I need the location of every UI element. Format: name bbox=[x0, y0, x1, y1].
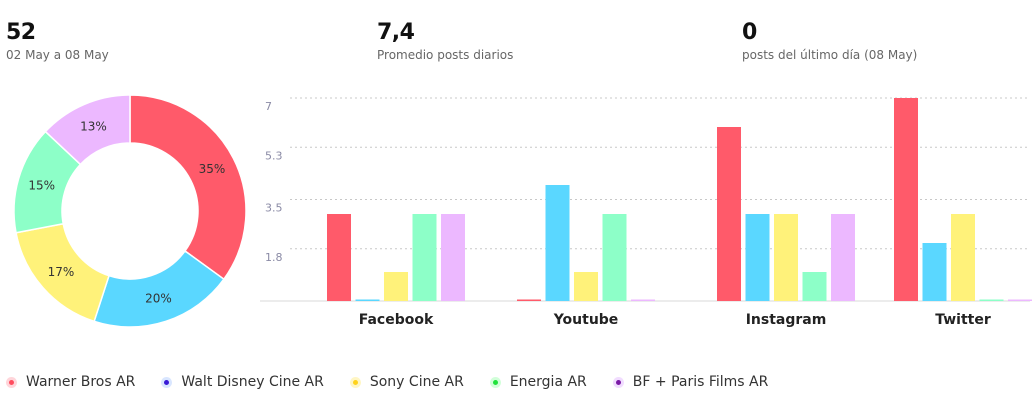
legend-dot-icon bbox=[489, 376, 501, 388]
legend-dot-icon bbox=[349, 376, 361, 388]
legend-label: Sony Cine AR bbox=[369, 374, 464, 390]
last-day-label: posts del último día (08 May) bbox=[742, 48, 918, 62]
stat-total-posts: 52 02 May a 08 May bbox=[6, 18, 109, 62]
legend-dot-icon bbox=[612, 376, 624, 388]
bar-instagram-walt-disney-cine-ar[interactable] bbox=[745, 214, 770, 301]
stat-last-day: 0 posts del último día (08 May) bbox=[742, 18, 917, 62]
bar-twitter-warner-bros-ar[interactable] bbox=[894, 98, 918, 301]
legend-label: Warner Bros AR bbox=[26, 374, 136, 390]
legend-label: Energia AR bbox=[509, 374, 587, 390]
bar-instagram-bf-paris-films-ar[interactable] bbox=[831, 214, 855, 301]
bar-youtube-warner-bros-ar[interactable] bbox=[517, 299, 541, 302]
legend-item-warner-bros-ar[interactable]: Warner Bros AR bbox=[6, 374, 135, 390]
bar-youtube-bf-paris-films-ar[interactable] bbox=[631, 299, 655, 302]
bar-youtube-walt-disney-cine-ar[interactable] bbox=[545, 185, 570, 301]
bar-facebook-sony-cine-ar[interactable] bbox=[384, 272, 408, 301]
stat-daily-average: 7,4 Promedio posts diarios bbox=[377, 18, 513, 62]
x-category-label: Twitter bbox=[935, 312, 991, 328]
legend-item-sony-cine-ar[interactable]: Sony Cine AR bbox=[349, 374, 464, 390]
donut-slice-label: 17% bbox=[48, 265, 75, 279]
bar-twitter-energia-ar[interactable] bbox=[979, 299, 1004, 302]
bar-facebook-bf-paris-films-ar[interactable] bbox=[441, 214, 465, 301]
bar-twitter-sony-cine-ar[interactable] bbox=[951, 214, 975, 301]
donut-slice-label: 13% bbox=[80, 120, 107, 134]
donut-slice-warner-bros-ar[interactable] bbox=[129, 94, 247, 281]
x-category-label: Facebook bbox=[359, 312, 434, 328]
bar-instagram-energia-ar[interactable] bbox=[802, 272, 827, 301]
y-tick-label: 3.5 bbox=[265, 202, 283, 215]
daily-average-label: Promedio posts diarios bbox=[377, 48, 514, 62]
legend-item-bf-paris-films-ar[interactable]: BF + Paris Films AR bbox=[612, 374, 769, 390]
x-category-label: Instagram bbox=[746, 312, 827, 328]
bar-facebook-energia-ar[interactable] bbox=[412, 214, 437, 301]
y-tick-label: 1.8 bbox=[265, 251, 283, 264]
bar-facebook-warner-bros-ar[interactable] bbox=[327, 214, 351, 301]
total-posts-value: 52 bbox=[6, 20, 36, 45]
legend-dot-icon bbox=[6, 376, 17, 388]
donut-slice-label: 20% bbox=[145, 291, 172, 305]
date-range-label: 02 May a 08 May bbox=[6, 48, 109, 62]
legend-label: Walt Disney Cine AR bbox=[181, 374, 324, 390]
bar-twitter-walt-disney-cine-ar[interactable] bbox=[922, 243, 947, 301]
donut-slice-label: 15% bbox=[28, 178, 55, 192]
legend-label: BF + Paris Films AR bbox=[632, 374, 769, 390]
donut-slice-bf-paris-films-ar[interactable] bbox=[44, 94, 131, 166]
bar-twitter-bf-paris-films-ar[interactable] bbox=[1008, 299, 1032, 302]
bar-instagram-warner-bros-ar[interactable] bbox=[717, 127, 741, 301]
bar-youtube-sony-cine-ar[interactable] bbox=[574, 272, 598, 301]
bar-instagram-sony-cine-ar[interactable] bbox=[774, 214, 798, 301]
bar-youtube-energia-ar[interactable] bbox=[602, 214, 627, 301]
x-category-label: Youtube bbox=[553, 312, 619, 328]
donut-chart: 35% 20% 17% 15% 13% bbox=[13, 94, 247, 328]
legend-item-walt-disney-cine-ar[interactable]: Walt Disney Cine AR bbox=[161, 374, 324, 390]
donut-slice-label: 35% bbox=[199, 162, 226, 176]
bar-facebook-walt-disney-cine-ar[interactable] bbox=[355, 299, 380, 302]
legend-dot-icon bbox=[161, 376, 173, 388]
bar-chart: 7 5.3 3.5 1.8 Facebook Youtube Instagram Twitte… bbox=[260, 97, 1032, 328]
daily-average-value: 7,4 bbox=[377, 20, 415, 45]
legend-item-energia-ar[interactable]: Energia AR bbox=[489, 374, 587, 390]
y-tick-label: 7 bbox=[265, 100, 272, 113]
y-tick-label: 5.3 bbox=[265, 149, 283, 162]
last-day-value: 0 bbox=[742, 20, 757, 45]
chart-legend: Warner Bros AR Walt Disney Cine AR Sony Ci… bbox=[6, 374, 794, 390]
